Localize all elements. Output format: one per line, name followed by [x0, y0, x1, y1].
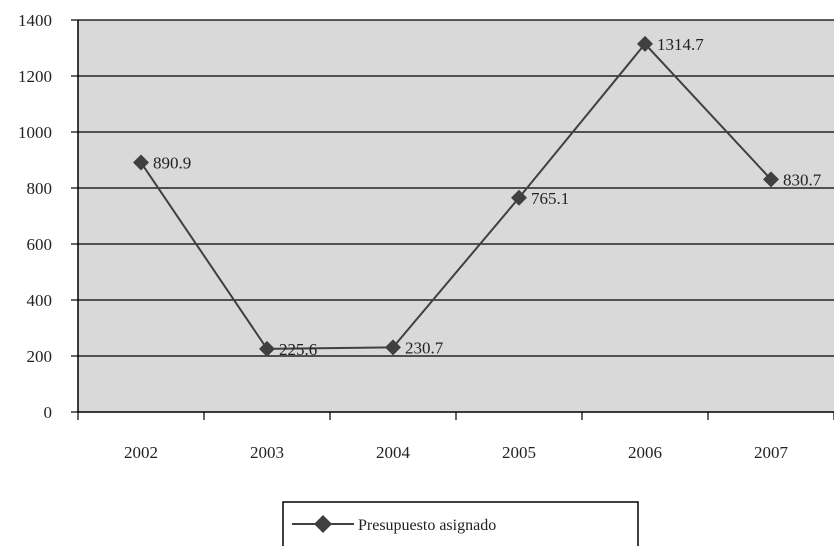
y-tick-label: 1400	[18, 11, 52, 30]
data-label: 765.1	[531, 189, 569, 208]
y-tick-label: 200	[27, 347, 53, 366]
axes	[71, 19, 834, 420]
x-tick-label: 2002	[124, 443, 158, 462]
data-label: 890.9	[153, 154, 191, 173]
x-tick-label: 2006	[628, 443, 662, 462]
data-point-marker	[763, 171, 779, 188]
legend-marker	[314, 515, 332, 533]
x-tick-label: 2003	[250, 443, 284, 462]
tick-labels: 0 200 400 600 800 1000 1200 1400 2002 2003 2004 200…	[18, 11, 789, 462]
data-series: 890.9 225.6 230.7 765.1 1314.7 830.7	[133, 35, 822, 359]
y-tick-label: 0	[44, 403, 53, 422]
data-point-marker	[259, 340, 275, 357]
y-tick-label: 1000	[18, 123, 52, 142]
plot-area	[78, 20, 834, 412]
data-point-marker	[637, 35, 653, 52]
y-tick-label: 1200	[18, 67, 52, 86]
data-label: 1314.7	[657, 35, 704, 54]
data-label: 230.7	[405, 338, 444, 357]
data-label: 830.7	[783, 170, 822, 189]
x-tick-label: 2007	[754, 443, 789, 462]
data-label: 225.6	[279, 340, 317, 359]
y-tick-label: 600	[27, 235, 53, 254]
data-point-marker	[133, 154, 149, 171]
legend: Presupuesto asignado	[282, 501, 639, 546]
y-tick-label: 400	[27, 291, 53, 310]
data-point-marker	[511, 189, 527, 206]
y-tick-label: 800	[27, 179, 53, 198]
series-line	[140, 42, 772, 350]
data-point-marker	[385, 339, 401, 356]
x-tick-label: 2005	[502, 443, 536, 462]
gridlines	[78, 19, 834, 357]
legend-label: Presupuesto asignado	[358, 517, 496, 534]
x-tick-label: 2004	[376, 443, 411, 462]
